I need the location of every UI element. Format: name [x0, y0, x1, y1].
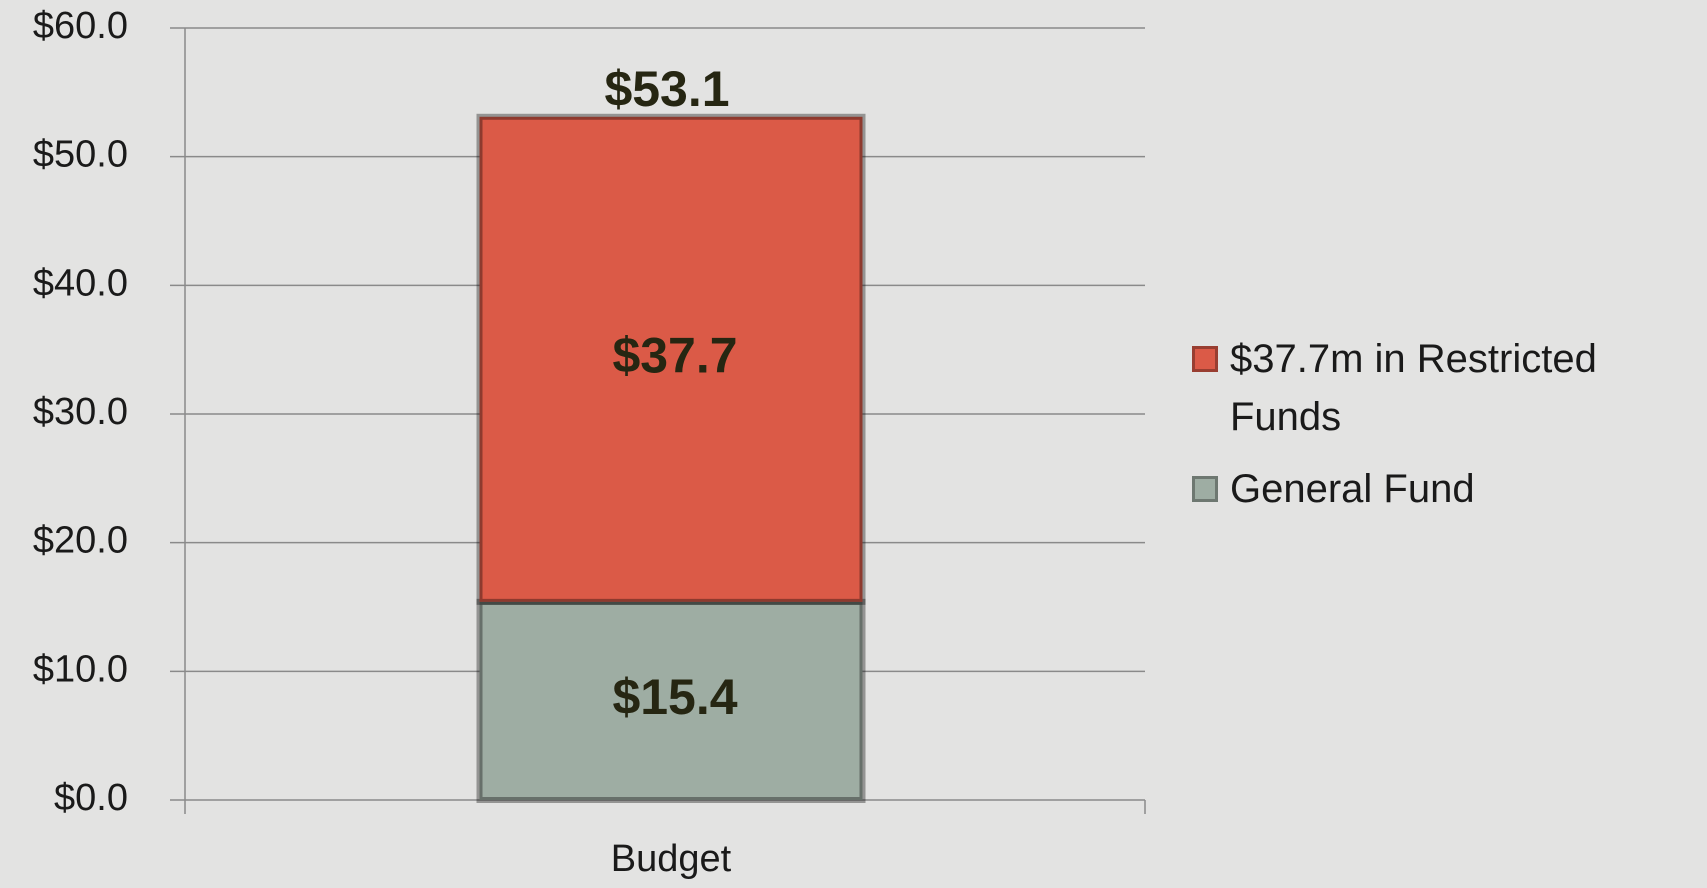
y-tick-label: $0.0: [54, 777, 128, 819]
y-tick-label: $40.0: [33, 262, 128, 304]
legend: $37.7m in Restricted Funds General Fund: [1192, 330, 1692, 532]
legend-swatch: [1192, 346, 1218, 372]
bar-segment: [476, 113, 866, 605]
y-tick-label: $20.0: [33, 520, 128, 562]
legend-label: $37.7m in Restricted Funds: [1230, 337, 1597, 439]
legend-swatch: [1192, 476, 1218, 502]
y-tick-label: $10.0: [33, 648, 128, 690]
total-label: $53.1: [604, 61, 729, 117]
value-label: $37.7: [612, 328, 737, 384]
y-tick-label: $30.0: [33, 391, 128, 433]
y-tick-label: $60.0: [33, 5, 128, 47]
y-tick-label: $50.0: [33, 134, 128, 176]
legend-label: General Fund: [1230, 467, 1475, 511]
bar-segment: [476, 598, 866, 803]
legend-item: General Fund: [1192, 460, 1692, 518]
legend-item: $37.7m in Restricted Funds: [1192, 330, 1692, 446]
x-tick-label: Budget: [611, 838, 732, 880]
value-label: $15.4: [612, 669, 737, 725]
